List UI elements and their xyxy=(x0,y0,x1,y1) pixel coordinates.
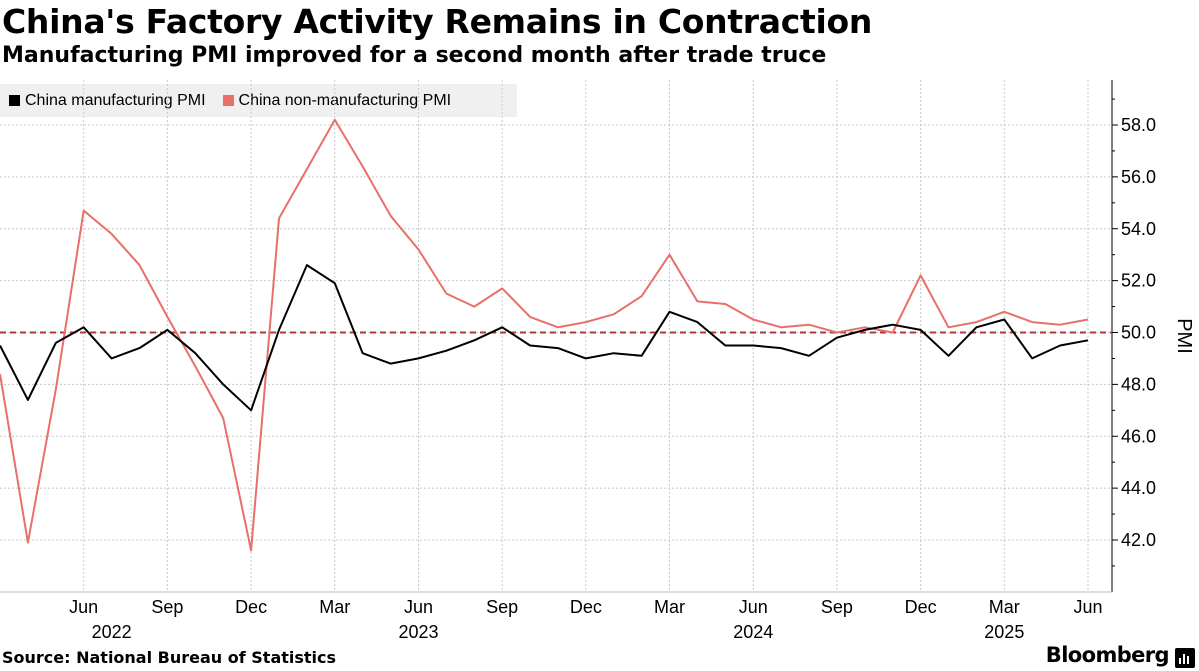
y-tick-label: 58.0 xyxy=(1121,115,1156,135)
chart-title: China's Factory Activity Remains in Cont… xyxy=(2,2,873,41)
x-tick-label: Dec xyxy=(570,597,602,617)
x-tick-label: Sep xyxy=(151,597,183,617)
legend-label-manufacturing: China manufacturing PMI xyxy=(25,91,206,109)
x-tick-label: Dec xyxy=(235,597,267,617)
legend-swatch-non-manufacturing xyxy=(222,95,234,106)
x-year-label: 2024 xyxy=(733,622,773,642)
x-year-label: 2023 xyxy=(398,622,438,642)
chart-legend: China manufacturing PMI China non-manufa… xyxy=(0,84,517,117)
y-tick-label: 48.0 xyxy=(1121,374,1156,394)
legend-item-non-manufacturing: China non-manufacturing PMI xyxy=(222,91,452,110)
x-tick-label: Mar xyxy=(654,597,685,617)
x-tick-label: Jun xyxy=(739,597,768,617)
chart-subtitle: Manufacturing PMI improved for a second … xyxy=(2,43,827,68)
y-tick-label: 44.0 xyxy=(1121,478,1156,498)
x-tick-label: Jun xyxy=(1073,597,1102,617)
y-tick-label: 46.0 xyxy=(1121,426,1156,446)
legend-item-manufacturing: China manufacturing PMI xyxy=(9,92,206,110)
y-tick-label: 50.0 xyxy=(1121,323,1156,343)
y-tick-label: 42.0 xyxy=(1121,530,1156,550)
y-tick-label: 56.0 xyxy=(1121,167,1156,187)
x-tick-label: Jun xyxy=(404,597,433,617)
y-tick-label: 52.0 xyxy=(1121,271,1156,291)
y-tick-label: 54.0 xyxy=(1121,219,1156,239)
brand-wordmark: Bloomberg xyxy=(1045,643,1170,667)
x-tick-label: Sep xyxy=(486,597,518,617)
series-line-manufacturing xyxy=(0,264,1089,412)
x-tick-label: Mar xyxy=(989,597,1020,617)
x-tick-label: Jun xyxy=(69,597,98,617)
x-year-label: 2022 xyxy=(92,622,132,642)
legend-swatch-manufacturing xyxy=(9,95,20,106)
y-axis-label: PMI xyxy=(1173,318,1195,354)
x-tick-label: Dec xyxy=(905,597,937,617)
legend-label-non-manufacturing: China non-manufacturing PMI xyxy=(238,91,452,109)
bloomberg-terminal-icon xyxy=(1175,648,1195,668)
x-tick-label: Mar xyxy=(319,597,350,617)
x-year-label: 2025 xyxy=(984,622,1024,642)
x-tick-label: Sep xyxy=(821,597,853,617)
source-note: Source: National Bureau of Statistics xyxy=(2,648,337,667)
